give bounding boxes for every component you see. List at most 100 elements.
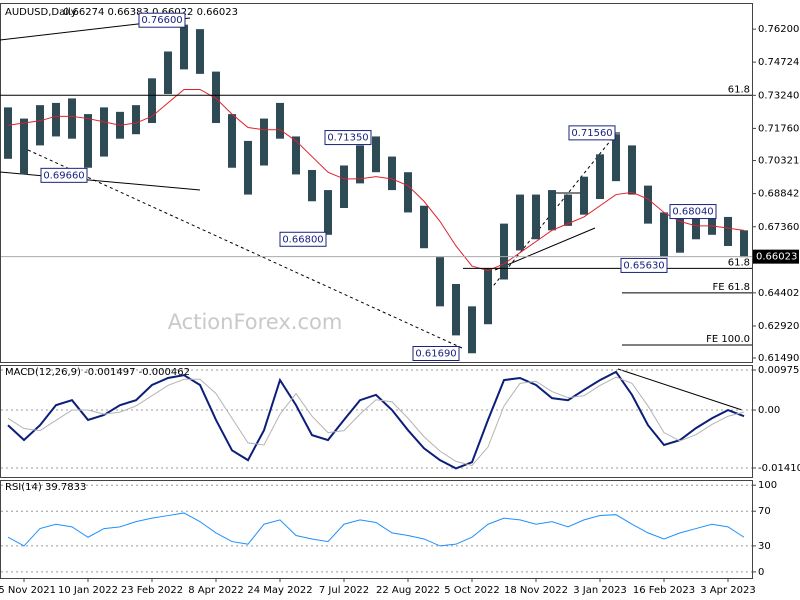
price-bar (324, 190, 332, 235)
y-tick-label: 0.67360 (758, 222, 799, 233)
y-tick-label: 0.68842 (758, 189, 799, 200)
y-tick-label: 0 (758, 567, 764, 578)
trend-line (0, 171, 201, 191)
x-tick-label: 10 Jan 2022 (58, 585, 118, 596)
y-tick-label: 0.70321 (758, 156, 799, 167)
y-tick-label: 100 (758, 480, 777, 491)
price-bar (580, 176, 588, 215)
level-label: FE 100.0 (706, 334, 750, 345)
price-annotation: 0.76600 (141, 15, 182, 26)
price-bar (212, 71, 220, 124)
price-bar (84, 114, 92, 168)
price-bar (276, 102, 284, 139)
price-bar (340, 165, 348, 208)
x-tick-label: 5 Oct 2022 (444, 585, 499, 596)
x-tick-label: 22 Aug 2022 (376, 585, 440, 596)
price-annotation: 0.71350 (327, 133, 368, 144)
price-bar (708, 212, 716, 235)
x-tick-label: 3 Jan 2023 (573, 585, 627, 596)
y-tick-label: 30 (758, 541, 771, 552)
macd-trend-line (617, 368, 743, 411)
price-bar (228, 114, 236, 168)
macd-panel (0, 365, 753, 478)
price-panel (0, 3, 753, 363)
last-price-box (753, 249, 799, 264)
level-label: 61.8 (728, 84, 750, 95)
y-tick-label: 0.71760 (758, 123, 799, 134)
price-bar (52, 102, 60, 137)
level-label: FE 61.8 (712, 282, 750, 293)
x-tick-label: 24 May 2022 (247, 585, 312, 596)
price-bar (724, 216, 732, 246)
price-bar (612, 134, 620, 182)
price-bar (500, 223, 508, 280)
price-bar (244, 140, 252, 195)
panel-title: AUDUSD,Daily (5, 7, 77, 18)
y-tick-label: 0.74724 (758, 57, 799, 68)
x-tick-label: 8 Apr 2022 (188, 585, 243, 596)
price-bar (164, 51, 172, 94)
x-tick-label: 23 Feb 2022 (121, 585, 183, 596)
price-bar (100, 107, 108, 157)
price-bar (468, 306, 476, 354)
price-bar (196, 29, 204, 74)
price-bar (596, 154, 604, 200)
price-bar (148, 78, 156, 124)
price-bar (372, 136, 380, 173)
x-tick-label: 25 Nov 2021 (0, 585, 56, 596)
rsi-panel (0, 480, 753, 579)
x-tick-label: 7 Jul 2022 (319, 585, 369, 596)
price-bar (436, 257, 444, 307)
price-bar (452, 283, 460, 336)
y-tick-label: 0.62920 (758, 321, 799, 332)
price-bar (260, 118, 268, 166)
price-bar (388, 156, 396, 191)
panel-title: RSI(14) 39.7833 (5, 482, 86, 493)
y-tick-label: 0.73240 (758, 90, 799, 101)
y-tick-label: 0.009751 (758, 365, 800, 376)
price-bar (308, 169, 316, 202)
series-line (7, 88, 745, 272)
price-bar (564, 194, 572, 226)
trend-line (27, 149, 463, 349)
price-annotation-box (279, 231, 327, 247)
y-tick-label: 0.00 (758, 405, 780, 416)
price-bar (180, 24, 188, 70)
price-bar (692, 214, 700, 240)
price-annotation-box (138, 12, 186, 28)
price-annotation: 0.68040 (672, 207, 713, 218)
channel-line (494, 227, 596, 271)
price-bar (36, 105, 44, 146)
price-bar (4, 107, 12, 159)
price-bar (132, 105, 140, 135)
price-annotation-box (620, 257, 668, 273)
price-bar (644, 185, 652, 224)
price-annotation-box (40, 167, 88, 183)
watermark: ActionForex.com (168, 310, 343, 334)
x-tick-label: 3 Apr 2023 (700, 585, 755, 596)
y-tick-label: -0.014107 (758, 463, 800, 474)
price-annotation: 0.65630 (623, 260, 664, 271)
y-tick-label: 0.61490 (758, 353, 799, 364)
y-tick-label: 70 (758, 506, 771, 517)
price-annotation: 0.66800 (282, 234, 323, 245)
panel-title: MACD(12,26,9) -0.001497 -0.000462 (5, 367, 190, 378)
price-bar (404, 172, 412, 213)
price-bar (660, 212, 668, 258)
price-bar (516, 194, 524, 251)
price-annotation-box (568, 125, 616, 141)
price-bar (420, 205, 428, 249)
price-bar (68, 98, 76, 139)
y-tick-label: 0.76200 (758, 24, 799, 35)
price-bar (484, 268, 492, 325)
price-annotation: 0.71560 (571, 128, 612, 139)
price-bar (532, 194, 540, 240)
panel-subtitle: 0.66274 0.66383 0.66022 0.66023 (63, 7, 238, 18)
price-bar (740, 230, 748, 258)
price-bar (548, 190, 556, 231)
x-tick-label: 18 Nov 2022 (504, 585, 568, 596)
price-bar (628, 145, 636, 195)
series-line (7, 512, 745, 547)
price-annotation: 0.61690 (415, 349, 456, 360)
